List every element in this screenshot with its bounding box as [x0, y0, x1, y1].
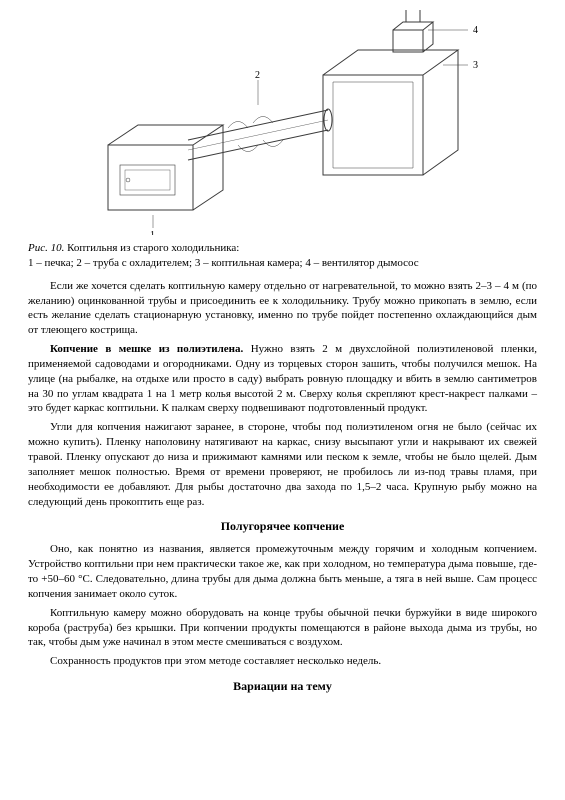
fig-label-4: 4	[473, 25, 478, 36]
section-title-2: Вариации на тему	[28, 679, 537, 694]
figure-legend: 1 – печка; 2 – труба с охладителем; 3 – …	[28, 257, 419, 269]
figure-caption: Рис. 10. Коптильня из старого холодильни…	[28, 241, 537, 271]
figure-number: Рис. 10.	[28, 242, 64, 254]
paragraph-2-lead: Копчение в мешке из полиэтилена.	[50, 343, 243, 355]
paragraph-5: Коптильную камеру можно оборудовать на к…	[28, 606, 537, 651]
fig-label-1: 1	[150, 230, 155, 235]
paragraph-1: Если же хочется сделать коптильную камер…	[28, 279, 537, 338]
paragraph-3: Угли для копчения нажигают заранее, в ст…	[28, 420, 537, 509]
section-title-1: Полугорячее копчение	[28, 519, 537, 534]
paragraph-6: Сохранность продуктов при этом методе со…	[28, 654, 537, 669]
paragraph-4: Оно, как понятно из названия, является п…	[28, 542, 537, 601]
document-page: 1 2 3 4 Рис. 10. Коптильня из старого хо…	[0, 0, 565, 722]
paragraph-2: Копчение в мешке из полиэтилена. Нужно в…	[28, 342, 537, 416]
figure-title: Коптильня из старого холодильника:	[67, 242, 239, 254]
figure-diagram: 1 2 3 4	[28, 10, 537, 235]
fig-label-2: 2	[255, 70, 260, 81]
fig-label-3: 3	[473, 60, 478, 71]
